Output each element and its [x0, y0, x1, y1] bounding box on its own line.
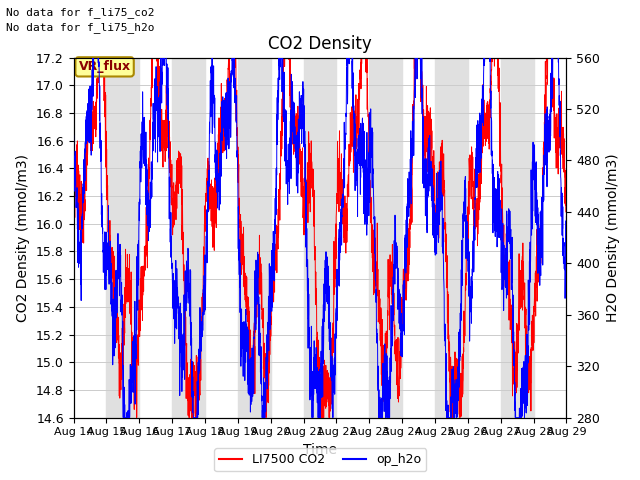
Text: VR_flux: VR_flux [79, 60, 131, 73]
Bar [369, 58, 402, 418]
X-axis label: Time: Time [303, 443, 337, 457]
Text: No data for f_li75_h2o: No data for f_li75_h2o [6, 22, 155, 33]
Title: CO2 Density: CO2 Density [268, 35, 372, 53]
Bar [500, 58, 534, 418]
Bar [172, 58, 205, 418]
Y-axis label: CO2 Density (mmol/m3): CO2 Density (mmol/m3) [17, 154, 31, 322]
Bar [435, 58, 468, 418]
Y-axis label: H2O Density (mmol/m3): H2O Density (mmol/m3) [605, 153, 620, 322]
Bar [303, 58, 337, 418]
Bar [238, 58, 271, 418]
Text: No data for f_li75_co2: No data for f_li75_co2 [6, 7, 155, 18]
Bar [106, 58, 140, 418]
Legend: LI7500 CO2, op_h2o: LI7500 CO2, op_h2o [214, 448, 426, 471]
